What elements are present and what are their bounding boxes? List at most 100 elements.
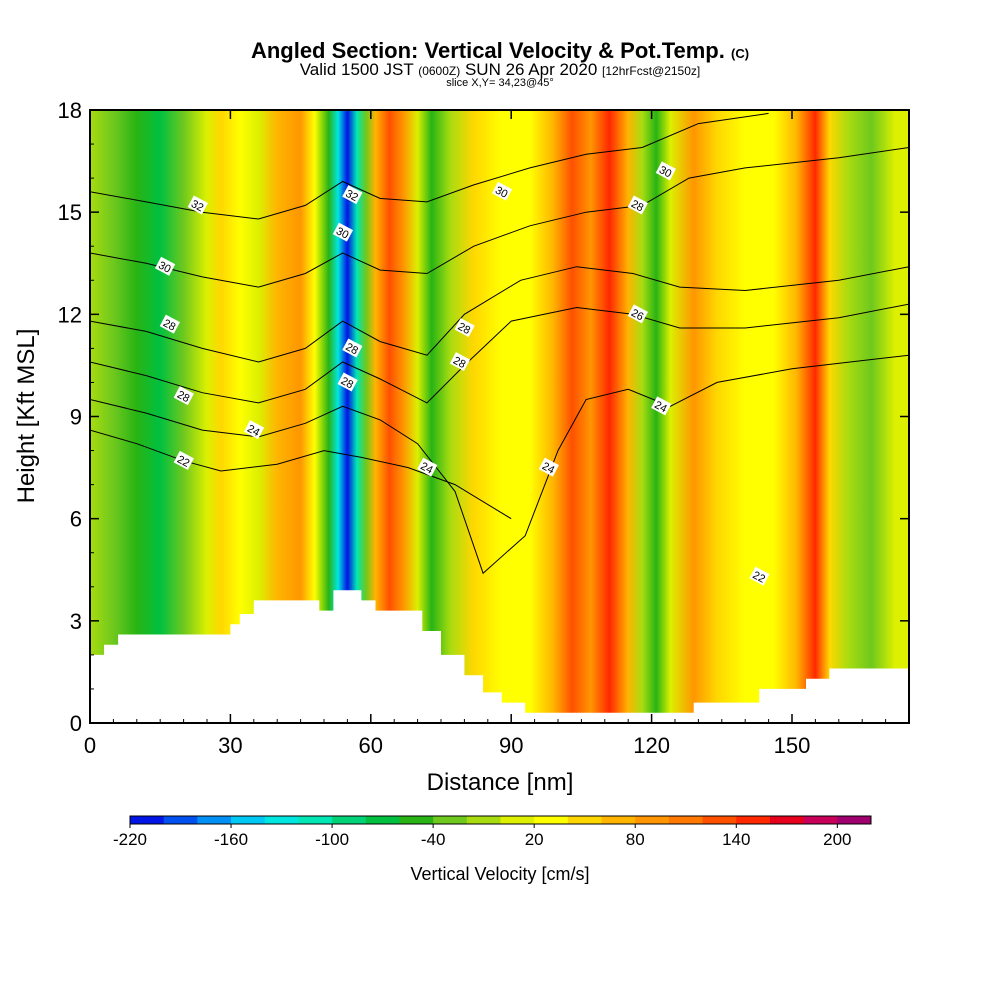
colorbar-swatch <box>163 816 198 824</box>
chart-title: Angled Section: Vertical Velocity & Pot.… <box>0 38 1000 64</box>
colorbar-swatch <box>635 816 670 824</box>
x-tick-label: 150 <box>774 733 811 758</box>
contour-label-text: 24 <box>540 460 556 476</box>
contour-label-box <box>337 372 358 392</box>
colorbar-tick-label: -40 <box>421 830 446 849</box>
x-tick-label: 90 <box>499 733 523 758</box>
contour-label-11: 28 <box>454 318 475 338</box>
y-tick-label: 3 <box>70 609 82 634</box>
colorbar-swatch <box>264 816 299 824</box>
contour-label-text: 24 <box>245 423 261 439</box>
title-text: Angled Section: Vertical Velocity & Pot.… <box>250 38 725 63</box>
colorbar-tick-label: 140 <box>722 830 750 849</box>
contour-label-text: 28 <box>451 355 467 371</box>
theta-contour-24 <box>90 354 909 575</box>
x-tick-label: 120 <box>633 733 670 758</box>
x-tick-label: 30 <box>218 733 242 758</box>
chart-valid-time: Valid 1500 JST (0600Z) SUN 26 Apr 2020 [… <box>0 60 1000 80</box>
theta-contours <box>90 112 909 575</box>
contour-label-text: 30 <box>156 259 172 275</box>
contour-label-1: 30 <box>155 256 176 276</box>
contour-label-box <box>651 396 672 416</box>
contour-label-box <box>449 352 471 372</box>
colorbar-swatch <box>500 816 535 824</box>
valid-date: SUN 26 Apr 2020 <box>464 60 598 79</box>
theta-contour-32 <box>90 112 769 220</box>
contour-label-0: 32 <box>187 195 208 215</box>
contour-label-text: 26 <box>629 307 645 323</box>
contour-label-7: 30 <box>332 222 354 242</box>
colorbar-tick-label: 200 <box>823 830 851 849</box>
contour-label-box <box>342 185 363 205</box>
x-tick-label: 0 <box>84 733 96 758</box>
colorbar-swatch <box>433 816 468 824</box>
colorbar-swatch <box>668 816 703 824</box>
colorbar-swatch <box>837 816 872 824</box>
colorbar-tick-label: 20 <box>525 830 544 849</box>
terrain-mask <box>90 590 909 723</box>
contour-label-5: 24 <box>243 420 265 440</box>
contour-label-16: 30 <box>655 161 676 181</box>
contour-label-15: 28 <box>627 195 648 215</box>
contour-label-text: 32 <box>343 188 359 204</box>
x-tick-label: 60 <box>359 733 383 758</box>
colorbar-title: Vertical Velocity [cm/s] <box>410 864 589 884</box>
colorbar-swatch <box>803 816 838 824</box>
contour-label-text: 28 <box>629 198 645 214</box>
contour-label-box <box>342 338 363 358</box>
contour-label-12: 28 <box>449 352 471 372</box>
y-tick-label: 0 <box>70 711 82 736</box>
contour-label-2: 28 <box>159 314 180 334</box>
contour-label-box <box>655 161 676 181</box>
contour-label-text: 28 <box>175 389 191 405</box>
colorbar-swatch <box>231 816 266 824</box>
contour-label-box <box>173 386 194 406</box>
colorbar-frame <box>129 815 872 825</box>
contour-label-box <box>243 420 265 440</box>
heatmap-fill <box>90 110 909 723</box>
colorbar: -220 -160 -100 -40 20 80 140 200 <box>113 815 872 849</box>
colorbar-swatch <box>736 816 771 824</box>
colorbar-swatch <box>769 816 805 824</box>
y-tick-label: 15 <box>58 200 82 225</box>
colorbar-swatch <box>332 816 367 824</box>
valid-utc: (0600Z) <box>418 64 461 78</box>
contour-label-text: 30 <box>493 184 509 200</box>
theta-contour-30 <box>90 147 909 288</box>
contour-label-box <box>187 195 208 215</box>
x-axis: 0 30 60 90 120 150 <box>84 110 887 758</box>
contour-label-3: 28 <box>173 386 194 406</box>
contour-label-text: 24 <box>652 399 668 415</box>
contour-label-box <box>417 457 438 477</box>
y-axis: 0 3 6 9 12 15 18 <box>58 98 909 736</box>
contour-label-box <box>454 318 475 338</box>
contour-label-box <box>155 256 176 276</box>
title-mark: (C) <box>731 46 750 61</box>
contour-label-text: 32 <box>189 198 205 214</box>
colorbar-swatch <box>399 816 434 824</box>
contour-label-box <box>627 195 648 215</box>
y-tick-label: 6 <box>70 507 82 532</box>
colorbar-swatch <box>298 816 333 824</box>
contour-label-box <box>538 457 559 477</box>
colorbar-swatch <box>130 816 165 824</box>
colorbar-swatch <box>702 816 737 824</box>
colorbar-tick-label: 80 <box>626 830 645 849</box>
contour-label-19: 22 <box>749 566 770 586</box>
contour-label-text: 24 <box>418 460 434 476</box>
colorbar-tick-label: -100 <box>315 830 349 849</box>
contour-label-box <box>627 304 648 324</box>
contour-label-box <box>491 181 513 201</box>
vertical-velocity-field <box>90 110 909 723</box>
y-axis-title: Height [Kft MSL] <box>13 329 40 504</box>
theta-contour-22 <box>90 429 512 520</box>
contour-label-14: 24 <box>538 457 559 477</box>
y-tick-label: 12 <box>58 302 82 327</box>
contour-label-text: 30 <box>334 225 350 241</box>
contour-label-13: 24 <box>417 457 438 477</box>
contour-label-text: 30 <box>657 164 673 180</box>
valid-local: Valid 1500 JST <box>299 60 414 79</box>
contour-label-8: 28 <box>342 338 363 358</box>
colorbar-swatch <box>365 816 400 824</box>
